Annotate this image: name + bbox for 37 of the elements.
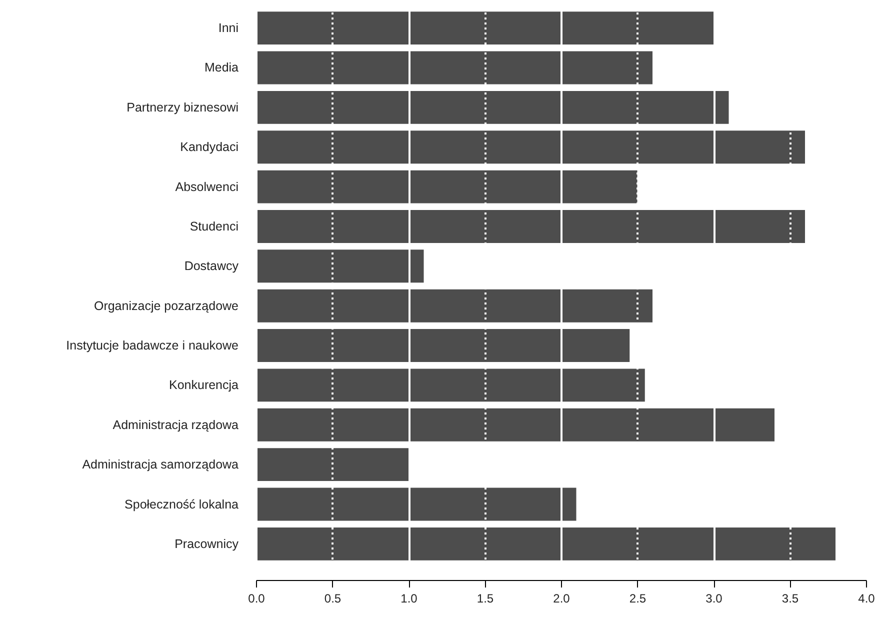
bar	[256, 130, 805, 164]
y-tick-label: Organizacje pozarządowe	[94, 298, 239, 313]
bar	[256, 448, 408, 482]
bar	[256, 250, 424, 283]
y-tick-label: Instytucje badawcze i naukowe	[66, 338, 239, 353]
y-tick-label: Partnerzy biznesowi	[126, 100, 238, 114]
bar	[256, 408, 774, 442]
y-tick-label: Kandydaci	[180, 140, 238, 154]
y-tick-label: Studenci	[190, 219, 238, 234]
y-tick-label: Konkurencja	[169, 378, 239, 392]
bar	[256, 289, 652, 322]
x-tick-label: 3.5	[782, 592, 799, 606]
x-tick-label: 1.0	[400, 592, 418, 606]
y-tick-label: Administracja samorządowa	[82, 458, 239, 472]
bar	[256, 90, 729, 124]
bar	[256, 170, 638, 204]
y-tick-label: Pracownicy	[174, 536, 240, 551]
y-tick-label: Dostawcy	[184, 259, 240, 274]
x-tick-label: 2.0	[553, 592, 570, 606]
y-tick-label: Administracja rządowa	[112, 418, 239, 432]
x-tick-label: 1.5	[476, 592, 494, 606]
y-tick-label: Społeczność lokalna	[124, 497, 239, 512]
x-tick-label: 2.5	[629, 592, 646, 606]
bar	[256, 368, 645, 402]
bar	[256, 12, 714, 45]
bar	[256, 51, 652, 84]
x-tick-label: 3.0	[706, 592, 723, 606]
bar	[256, 329, 630, 362]
x-tick-label: 0.0	[248, 592, 266, 606]
y-tick-label: Media	[204, 60, 239, 75]
x-tick-label: 4.0	[858, 592, 876, 606]
bar	[256, 527, 836, 560]
y-tick-label: Absolwenci	[175, 180, 238, 194]
bar	[256, 488, 576, 521]
x-tick-label: 0.5	[324, 592, 342, 606]
y-tick-label: Inni	[218, 21, 238, 36]
bar	[256, 210, 805, 243]
